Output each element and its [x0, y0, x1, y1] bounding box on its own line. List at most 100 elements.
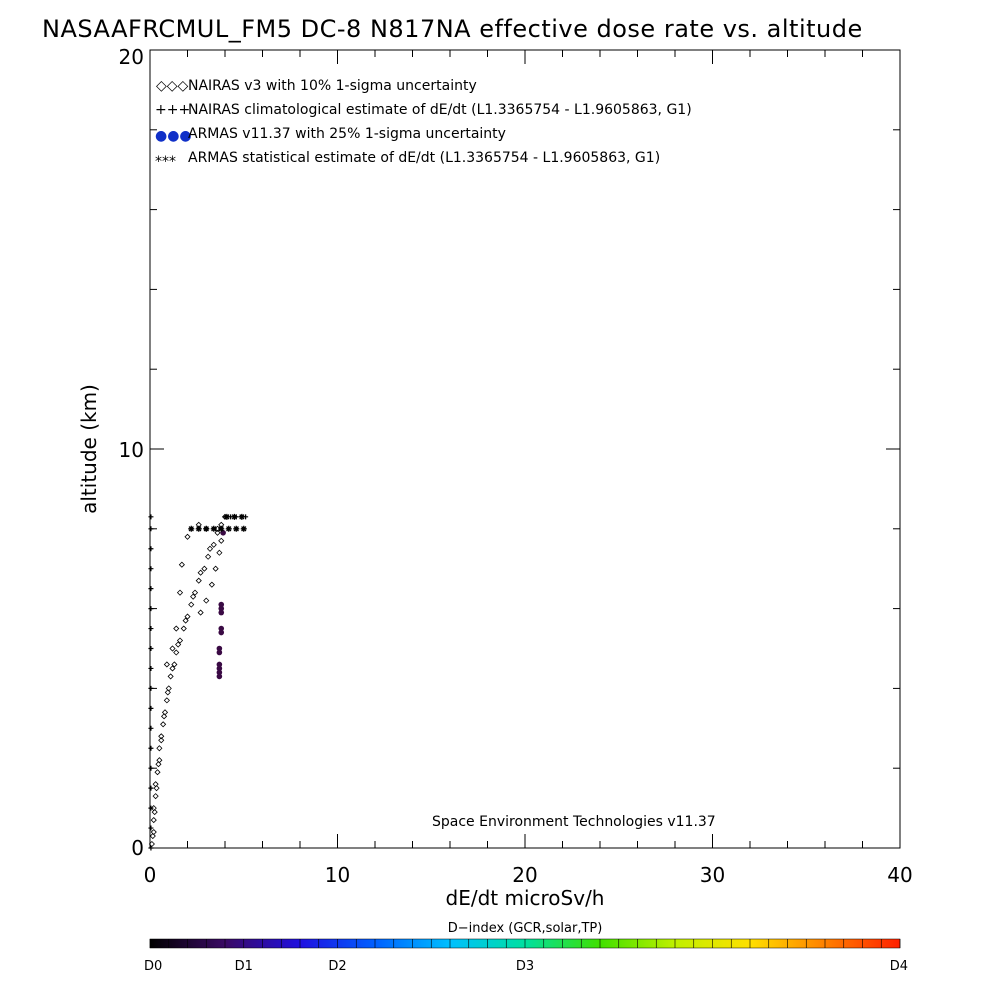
armas-point	[218, 629, 225, 636]
nairas-v3-point	[158, 733, 165, 740]
nairas-climatological-point	[148, 606, 154, 612]
nairas-climatological-point	[148, 526, 154, 532]
nairas-climatological-point	[148, 725, 154, 731]
nairas-v3-point	[169, 645, 176, 652]
plot-frame	[149, 49, 901, 849]
colorbar-title: D−index (GCR,solar,TP)	[448, 921, 603, 936]
x-tick-label-30: 30	[700, 863, 725, 887]
nairas-v3-point	[152, 793, 159, 800]
nairas-climatological-point	[148, 586, 154, 592]
colorbar-label-D1: D1	[235, 959, 253, 974]
nairas-v3-point	[151, 809, 158, 816]
armas-statistical-point	[218, 525, 225, 532]
nairas-v3-point	[180, 625, 187, 632]
nairas-v3-point	[167, 673, 174, 680]
legend-symbol-armas-v11: ●●●	[155, 128, 192, 144]
nairas-v3-point	[155, 761, 162, 768]
legend: ◇◇◇ NAIRAS v3 with 10% 1-sigma uncertain…	[155, 78, 692, 170]
armas-point	[216, 649, 223, 656]
nairas-climatological-point	[148, 646, 154, 651]
nairas-v3-point	[173, 625, 180, 632]
y-tick-label-0: 0	[131, 836, 144, 860]
colorbar-label-D2: D2	[328, 959, 346, 974]
nairas-v3-point	[148, 840, 155, 848]
nairas-climatological-point	[148, 685, 154, 691]
nairas-v3-point	[160, 713, 168, 720]
nairas-v3-point	[182, 617, 189, 624]
nairas-climatological-point	[148, 805, 154, 811]
nairas-v3-point	[153, 785, 160, 792]
nairas-v3-point	[154, 769, 161, 776]
y-axis-label: altitude (km)	[77, 384, 101, 514]
nairas-climatological-point	[148, 845, 154, 851]
nairas-climatological-point	[148, 626, 154, 632]
armas-statistical-point	[240, 525, 247, 532]
nairas-v3-point	[176, 637, 184, 644]
colorbar-label-D3: D3	[516, 959, 534, 974]
legend-label-nairas-climatological: NAIRAS climatological estimate of dE/dt …	[188, 102, 692, 118]
armas-statistical-point	[231, 513, 238, 520]
nairas-v3-point	[201, 565, 208, 572]
nairas-v3-point	[169, 665, 176, 672]
armas-statistical-point	[210, 525, 217, 532]
nairas-v3-point	[208, 581, 215, 588]
colorbar-labels: D0 D1 D2 D3 D4	[144, 959, 908, 974]
series-2	[216, 529, 226, 680]
armas-statistical-point	[225, 525, 232, 532]
nairas-climatological-point	[148, 705, 154, 711]
y-tick-label-20: 20	[119, 45, 144, 69]
legend-symbol-nairas-climatological: +++	[155, 102, 190, 118]
armas-point	[218, 605, 225, 612]
nairas-v3-point	[216, 549, 223, 556]
legend-symbol-nairas-v3: ◇◇◇	[156, 78, 189, 94]
data-series	[148, 513, 249, 851]
series-0	[148, 513, 229, 848]
armas-statistical-point	[223, 513, 230, 520]
nairas-v3-point	[184, 613, 191, 620]
series-3	[188, 513, 247, 532]
armas-point	[216, 673, 223, 680]
y-tick-label-10: 10	[119, 438, 144, 462]
nairas-v3-point	[212, 565, 219, 572]
nairas-climatological-point	[148, 566, 154, 572]
armas-point	[216, 661, 223, 668]
nairas-v3-point	[175, 641, 182, 648]
nairas-v3-point	[190, 593, 197, 600]
nairas-v3-point	[173, 649, 180, 656]
chart-title: NASAAFRCMUL_FM5 DC-8 N817NA effective do…	[42, 15, 863, 43]
nairas-v3-point	[195, 577, 202, 584]
axis-ticks	[149, 49, 901, 849]
nairas-v3-point	[178, 561, 185, 568]
armas-statistical-point	[195, 525, 202, 532]
legend-label-nairas-v3: NAIRAS v3 with 10% 1-sigma uncertainty	[188, 78, 477, 94]
x-tick-label-10: 10	[325, 863, 350, 887]
nairas-v3-point	[206, 545, 214, 552]
nairas-climatological-point	[148, 765, 154, 771]
armas-point	[216, 669, 223, 676]
nairas-v3-point	[210, 541, 217, 548]
armas-point	[216, 645, 223, 652]
nairas-v3-point	[158, 737, 165, 744]
armas-statistical-point	[203, 525, 210, 532]
nairas-climatological-point	[148, 546, 154, 552]
nairas-climatological-point	[148, 514, 154, 520]
nairas-climatological-point	[148, 665, 154, 671]
nairas-v3-point	[214, 529, 221, 536]
nairas-climatological-point	[148, 745, 154, 751]
x-tick-label-40: 40	[887, 863, 912, 887]
colorbar-label-D0: D0	[144, 959, 162, 974]
armas-point	[218, 601, 225, 608]
x-tick-label-20: 20	[512, 863, 537, 887]
armas-point	[216, 665, 223, 672]
armas-point	[218, 609, 225, 616]
nairas-v3-point	[149, 832, 156, 840]
nairas-v3-point	[218, 537, 225, 544]
nairas-v3-point	[160, 721, 167, 728]
nairas-v3-point	[156, 745, 163, 752]
nairas-v3-point	[203, 597, 210, 604]
footer-note: Space Environment Technologies v11.37	[432, 814, 716, 830]
x-axis-label: dE/dt microSv/h	[446, 886, 605, 910]
nairas-v3-point	[150, 817, 157, 824]
armas-point	[218, 625, 225, 632]
nairas-v3-point	[188, 601, 195, 608]
